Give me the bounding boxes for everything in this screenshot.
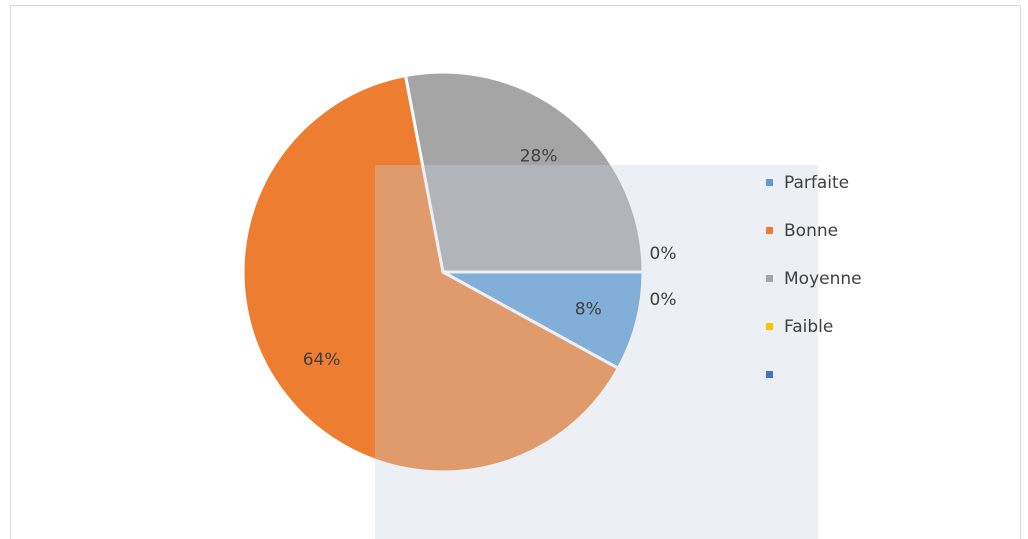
data-label: 8% — [575, 299, 602, 319]
legend-marker — [766, 323, 773, 330]
legend-marker — [766, 275, 773, 282]
data-label: 64% — [303, 350, 341, 370]
legend-label: Bonne — [784, 221, 838, 241]
legend-label: Moyenne — [784, 269, 862, 289]
watermark — [375, 165, 818, 539]
legend-marker — [766, 371, 773, 378]
legend-marker — [766, 227, 773, 234]
data-label: 0% — [650, 244, 677, 264]
legend-marker — [766, 179, 773, 186]
data-label: 0% — [650, 290, 677, 310]
chart: 8% 64% 28% 0% 0% Parfaite Bonne Moyenne Faible — [0, 0, 1028, 539]
legend-label: Faible — [784, 317, 833, 337]
legend-label: Parfaite — [784, 173, 849, 193]
data-label: 28% — [520, 146, 558, 166]
